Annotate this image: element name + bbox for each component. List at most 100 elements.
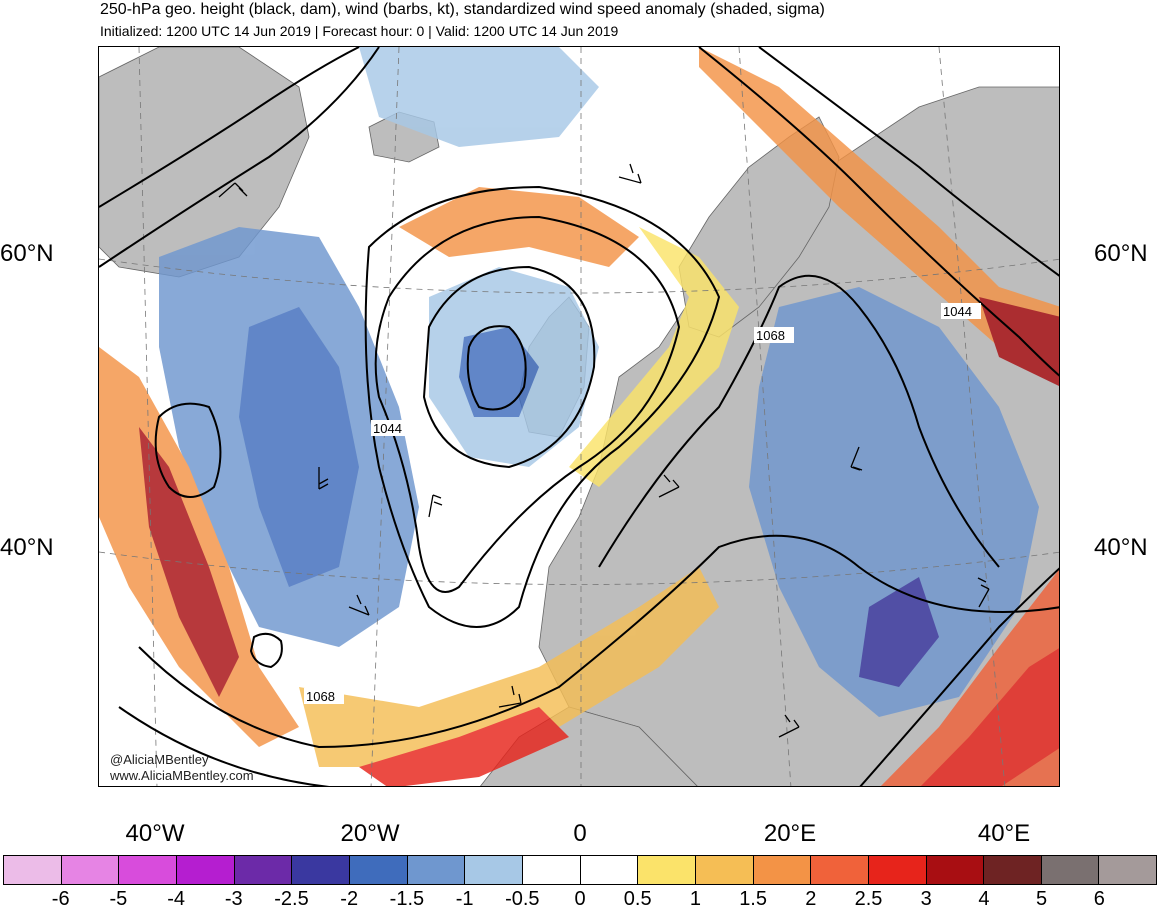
wind-barb — [778, 714, 800, 738]
wind-barb — [218, 182, 248, 198]
anomaly-positive-jet-south — [299, 567, 719, 767]
colorbar-swatch — [1099, 856, 1157, 884]
greenland-land — [99, 47, 310, 278]
contour-southeast — [859, 567, 1059, 786]
height-contours — [99, 47, 1059, 786]
colorbar-swatch — [984, 856, 1042, 884]
wind-barb — [428, 494, 443, 518]
anomaly-positive-northeast — [699, 47, 1059, 386]
colorbar-swatch — [522, 856, 581, 884]
colorbar-swatch — [868, 856, 927, 884]
colorbar-swatch — [638, 856, 696, 884]
colorbar-swatch — [349, 856, 408, 884]
wind-barb — [850, 446, 863, 471]
colorbar-tick-label: -2 — [340, 888, 359, 910]
colorbar-swatch — [811, 856, 869, 884]
colorbar-tick-label: 1.5 — [739, 888, 767, 910]
colorbar-swatch — [292, 856, 350, 884]
contour-label-1044-east: 1044 — [943, 304, 972, 319]
lon-label-0: 0 — [573, 820, 587, 847]
anomaly-negative-europe-core — [859, 577, 939, 687]
colorbar-tick-label: -2.5 — [274, 888, 309, 910]
lon-label-40w: 40°W — [125, 820, 185, 847]
contour-south-2 — [118, 706, 330, 786]
colorbar-tick-label: -1.5 — [389, 888, 425, 910]
colorbar-swatch — [119, 856, 177, 884]
lat-label-40n-left: 40°N — [0, 534, 54, 561]
colorbar-tick-label: -4 — [167, 888, 185, 910]
contour-labels: 1044 1068 1044 1068 — [304, 303, 981, 704]
contour-inner-low — [466, 325, 527, 411]
lat-label-40n-right: 40°N — [1094, 534, 1148, 561]
anomaly-positive-jet-north — [399, 187, 639, 267]
weather-map: 1044 1068 1044 1068 — [98, 46, 1060, 787]
lon-label-20e: 20°E — [763, 820, 817, 847]
anomaly-shading — [99, 47, 1059, 786]
colorbar-swatch — [234, 856, 293, 884]
colorbar — [3, 855, 1157, 885]
colorbar-swatch — [580, 856, 639, 884]
contour-cutoff-west — [154, 402, 222, 498]
wind-barb — [498, 685, 522, 708]
contour-wave-2 — [99, 47, 380, 268]
credit-website: www.AliciaMBentley.com — [110, 768, 254, 783]
colorbar-swatch — [176, 856, 235, 884]
wind-barb — [658, 474, 680, 498]
contour-label-1068-east: 1068 — [756, 328, 785, 343]
credit-twitter: @AliciaMBentley — [110, 752, 209, 767]
graticule-lon-40e — [938, 47, 1006, 786]
contour-northeast-1 — [698, 47, 1059, 377]
map-subtitle: Initialized: 1200 UTC 14 Jun 2019 | Fore… — [100, 23, 619, 39]
colorbar-swatch — [695, 856, 754, 884]
colorbar-swatch — [1041, 856, 1100, 884]
contour-low-ring-1 — [422, 265, 596, 469]
graticule-lon-20e — [738, 47, 792, 786]
colorbar-tick-label: 0.5 — [623, 888, 652, 910]
colorbar-swatch — [465, 856, 523, 884]
anomaly-positive-southeast-core — [920, 648, 1059, 786]
colorbar-swatch — [407, 856, 466, 884]
contour-south-1 — [138, 534, 1059, 749]
contour-label-1044-mid: 1044 — [373, 421, 402, 436]
wind-barb — [348, 594, 370, 616]
colorbar-swatch — [4, 856, 62, 884]
wind-barbs — [218, 163, 990, 738]
colorbar-tick-label: 3 — [920, 888, 932, 910]
contour-wave-1 — [99, 47, 360, 208]
colorbar-tick-label: 4 — [978, 888, 990, 910]
colorbar-swatch — [926, 856, 985, 884]
lat-label-60n-right: 60°N — [1094, 240, 1148, 267]
wind-barb — [318, 467, 329, 490]
anomaly-positive-west-core — [139, 427, 239, 697]
contour-label-1068-south: 1068 — [306, 689, 335, 704]
colorbar-tick-label: -1 — [455, 888, 474, 910]
colorbar-tick-label: 2 — [805, 888, 817, 910]
anomaly-positive-ridge — [569, 227, 739, 487]
map-title: 250-hPa geo. height (black, dam), wind (… — [100, 1, 825, 18]
colorbar-tick-label: 2.5 — [854, 888, 883, 910]
wind-barb — [977, 577, 990, 608]
colorbar-tick-label: 6 — [1093, 888, 1105, 910]
contour-northeast-2 — [758, 47, 1059, 277]
contour-1044-mid — [364, 185, 721, 628]
colorbar-tick-label: 0 — [574, 888, 586, 910]
anomaly-negative-arctic — [359, 47, 599, 147]
colorbar-tick-label: -3 — [224, 888, 243, 910]
colorbar-tick-label: 1 — [689, 888, 701, 910]
colorbar-tick-label: -6 — [51, 888, 70, 910]
colorbar-swatch — [753, 856, 812, 884]
graticule-lon-40w — [138, 47, 158, 786]
anomaly-positive-jet-south-core — [359, 707, 569, 786]
colorbar-swatch — [61, 856, 120, 884]
contour-ridge-east — [598, 274, 1000, 568]
contour-cutoff-small — [249, 632, 283, 669]
colorbar-tick-label: -5 — [109, 888, 128, 910]
lon-label-40e: 40°E — [977, 820, 1031, 847]
graticule — [99, 47, 1059, 786]
colorbar-tick-label: -0.5 — [505, 888, 540, 910]
lon-label-20w: 20°W — [340, 820, 400, 847]
graticule-lon-20w — [370, 47, 400, 786]
anomaly-negative-atlantic-core — [239, 307, 359, 587]
lat-label-60n-left: 60°N — [0, 240, 54, 267]
colorbar-tick-label: 5 — [1036, 888, 1048, 910]
